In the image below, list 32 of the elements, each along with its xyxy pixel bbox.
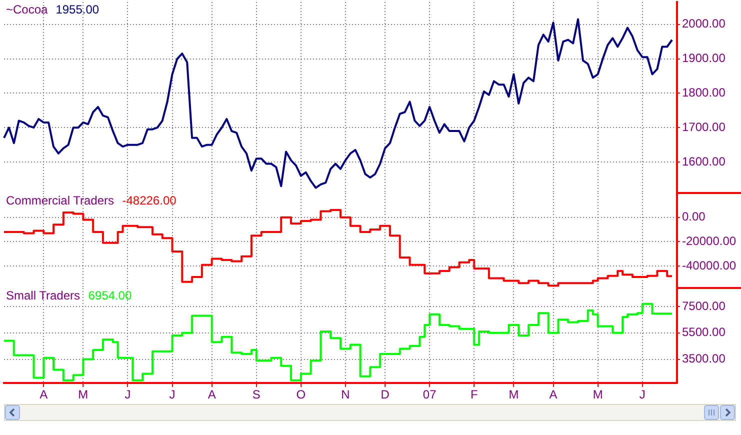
y-tick-label: -20000.00: [682, 234, 736, 248]
y-tick-label: -40000.00: [682, 258, 736, 272]
annotation: -48226.00: [122, 193, 177, 208]
x-tick-label: S: [252, 388, 260, 402]
y-tick-label: 3500.00: [682, 352, 726, 366]
x-tick-label: A: [549, 388, 558, 402]
y-tick-label: 1700.00: [682, 120, 726, 134]
annotation: 6954.00: [88, 288, 132, 302]
x-tick-label: 07: [422, 388, 437, 402]
y-tick-label: 1900.00: [682, 51, 726, 66]
x-tick-label: M: [78, 388, 88, 402]
x-tick-label: J: [639, 388, 646, 402]
chart-title: Small Traders: [6, 288, 80, 302]
chart-title: ~Cocoa: [6, 2, 48, 16]
y-tick-label: 2000.00: [682, 16, 726, 31]
x-tick-label: O: [296, 388, 306, 402]
x-tick-label: J: [124, 388, 131, 402]
y-tick-label: 5500.00: [682, 325, 726, 340]
annotation: 1955.00: [56, 2, 100, 16]
x-tick-label: M: [508, 388, 519, 402]
x-tick-label: D: [380, 388, 390, 402]
y-tick-label: 1800.00: [682, 86, 726, 100]
x-tick-label: A: [40, 388, 48, 402]
x-tick-label: A: [208, 388, 216, 402]
chart-title: Commercial Traders: [6, 193, 114, 208]
y-tick-label: 1600.00: [682, 154, 726, 168]
y-tick-label: 0.00: [682, 210, 706, 224]
x-tick-label: M: [592, 388, 603, 402]
x-tick-label: F: [470, 388, 478, 402]
y-tick-label: 7500.00: [682, 298, 726, 313]
x-tick-label: N: [341, 388, 350, 402]
x-tick-label: J: [169, 388, 176, 402]
